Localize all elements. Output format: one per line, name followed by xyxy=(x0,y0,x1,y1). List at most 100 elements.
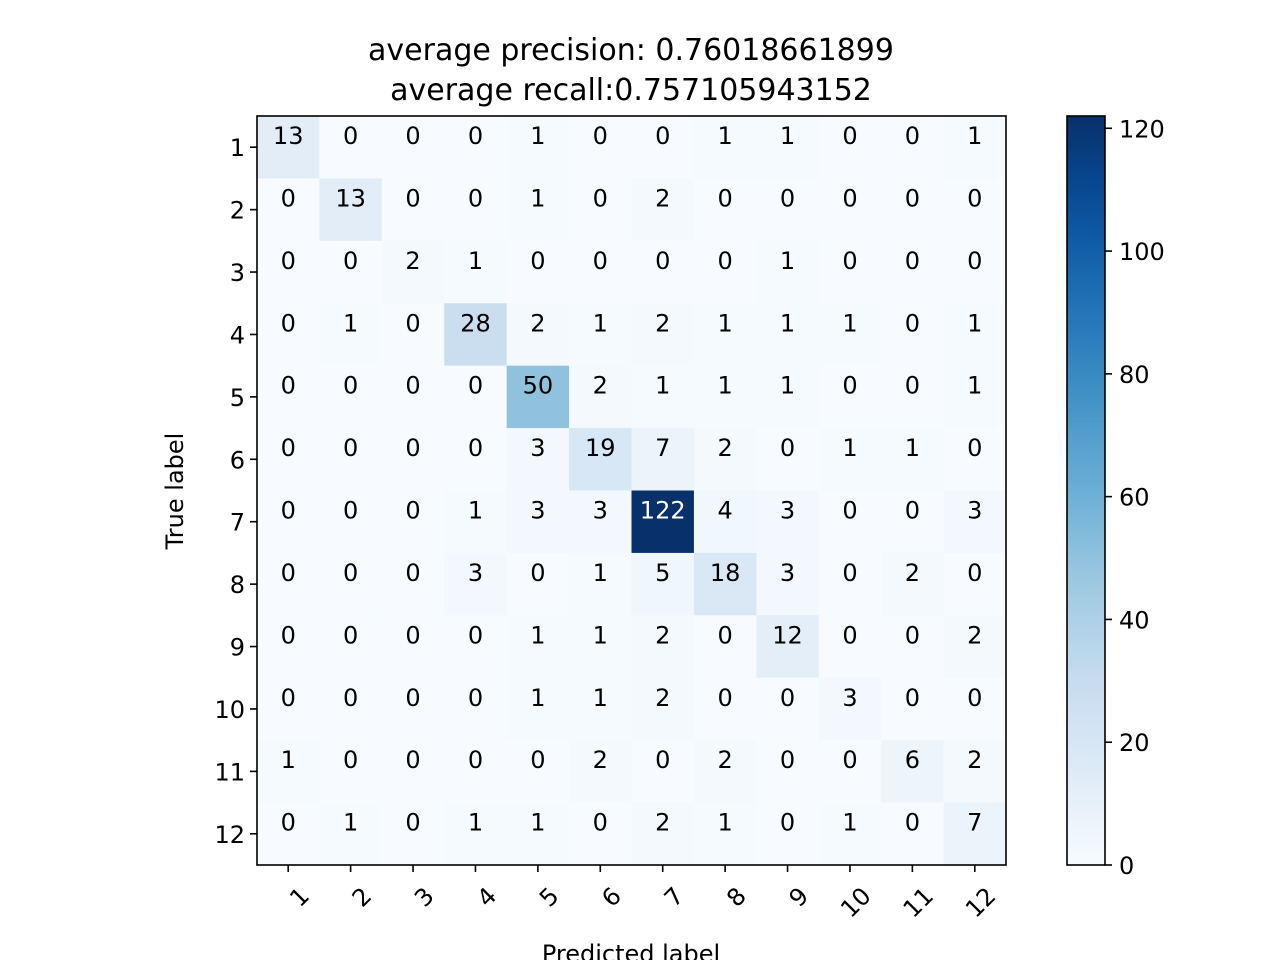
heatmap-cell xyxy=(257,428,321,492)
heatmap-cell xyxy=(444,552,508,616)
cell-value-label: 0 xyxy=(967,434,982,462)
heatmap-cell xyxy=(756,116,820,180)
heatmap-cell xyxy=(818,116,882,180)
heatmap-cell xyxy=(319,428,383,492)
heatmap-cell xyxy=(881,365,945,429)
cell-value-label: 0 xyxy=(343,746,358,774)
heatmap-cell xyxy=(381,428,445,492)
x-tick-label: 12 xyxy=(960,882,1001,923)
cell-value-label: 19 xyxy=(585,434,616,462)
cell-value-label: 1 xyxy=(780,122,795,150)
heatmap-cell xyxy=(506,802,570,866)
cell-value-label: 3 xyxy=(780,559,795,587)
cell-value-label: 0 xyxy=(405,746,420,774)
x-axis-ticks: 1 2 3 4 5 6 7 8 9 10 11 12 xyxy=(284,865,1001,923)
heatmap-cell xyxy=(943,615,1007,679)
heatmap-cell xyxy=(693,615,757,679)
colorbar-tick-label: 20 xyxy=(1119,729,1150,757)
heatmap-cells xyxy=(257,116,1007,866)
cell-value-label: 1 xyxy=(967,309,982,337)
cell-value-label: 1 xyxy=(530,621,545,649)
heatmap-cell xyxy=(257,740,321,804)
cell-value-label: 1 xyxy=(530,184,545,212)
heatmap-cell xyxy=(693,116,757,180)
cell-value-label: 3 xyxy=(967,497,982,525)
heatmap-cell xyxy=(257,116,321,180)
cell-value-label: 0 xyxy=(343,621,358,649)
heatmap-cell xyxy=(569,677,633,741)
cell-value-label: 12 xyxy=(772,621,803,649)
cell-value-label: 0 xyxy=(842,184,857,212)
heatmap-cell xyxy=(319,615,383,679)
heatmap-cell xyxy=(631,365,695,429)
cell-value-label: 0 xyxy=(655,122,670,150)
heatmap-cell xyxy=(631,116,695,180)
cell-value-label: 0 xyxy=(905,122,920,150)
colorbar xyxy=(1066,115,1106,866)
heatmap-cell xyxy=(818,490,882,554)
cell-value-label: 2 xyxy=(905,559,920,587)
heatmap-cell xyxy=(381,740,445,804)
cell-value-label: 0 xyxy=(780,684,795,712)
heatmap-cell xyxy=(257,490,321,554)
heatmap-cell xyxy=(257,303,321,367)
heatmap-cell xyxy=(756,428,820,492)
heatmap-cell xyxy=(943,490,1007,554)
plot-frame xyxy=(256,115,1007,866)
cell-value-label: 0 xyxy=(905,184,920,212)
heatmap-cell xyxy=(506,552,570,616)
cell-value-label: 0 xyxy=(842,621,857,649)
heatmap-cell xyxy=(381,178,445,242)
heatmap-cell xyxy=(756,178,820,242)
heatmap-cell xyxy=(756,802,820,866)
cell-value-label: 3 xyxy=(468,559,483,587)
heatmap-cell xyxy=(818,615,882,679)
cell-value-label: 7 xyxy=(655,434,670,462)
cell-value-label: 0 xyxy=(905,497,920,525)
heatmap-cell xyxy=(818,365,882,429)
cell-value-label: 7 xyxy=(967,809,982,837)
y-tick-label: 10 xyxy=(214,696,245,724)
heatmap-cell xyxy=(319,116,383,180)
cell-value-label: 0 xyxy=(530,559,545,587)
y-tick-label: 6 xyxy=(230,446,245,474)
x-axis-label: Predicted label xyxy=(542,940,720,960)
cell-value-label: 2 xyxy=(655,184,670,212)
heatmap-cell xyxy=(881,116,945,180)
cell-value-label: 1 xyxy=(593,621,608,649)
x-tick-label: 11 xyxy=(898,882,939,923)
cell-value-label: 1 xyxy=(468,497,483,525)
cell-value-label: 0 xyxy=(717,621,732,649)
cell-value-label: 2 xyxy=(655,309,670,337)
cell-value-label: 1 xyxy=(468,809,483,837)
heatmap-cell xyxy=(693,178,757,242)
heatmap-cell xyxy=(569,428,633,492)
heatmap-cell xyxy=(444,178,508,242)
cell-value-label: 0 xyxy=(281,809,296,837)
cell-value-label: 0 xyxy=(905,621,920,649)
heatmap-cell xyxy=(631,802,695,866)
cell-value-label: 0 xyxy=(281,372,296,400)
cell-value-label: 5 xyxy=(655,559,670,587)
heatmap-cell xyxy=(818,178,882,242)
heatmap-cell xyxy=(569,303,633,367)
heatmap-cell xyxy=(943,240,1007,304)
heatmap-cell xyxy=(881,428,945,492)
heatmap-cell xyxy=(444,428,508,492)
cell-value-label: 3 xyxy=(780,497,795,525)
cell-value-label: 2 xyxy=(593,746,608,774)
x-tick-label: 4 xyxy=(472,882,503,913)
cell-value-label: 2 xyxy=(967,746,982,774)
cell-value-label: 0 xyxy=(717,684,732,712)
heatmap-cell xyxy=(943,365,1007,429)
heatmap-cell xyxy=(818,802,882,866)
heatmap-cell xyxy=(319,303,383,367)
cell-value-label: 0 xyxy=(655,247,670,275)
chart-title-line-2: average recall:0.757105943152 xyxy=(390,73,872,108)
heatmap-cell xyxy=(569,490,633,554)
cell-value-label: 0 xyxy=(967,559,982,587)
heatmap-cell xyxy=(943,552,1007,616)
heatmap-cell xyxy=(381,615,445,679)
heatmap-cell xyxy=(756,677,820,741)
